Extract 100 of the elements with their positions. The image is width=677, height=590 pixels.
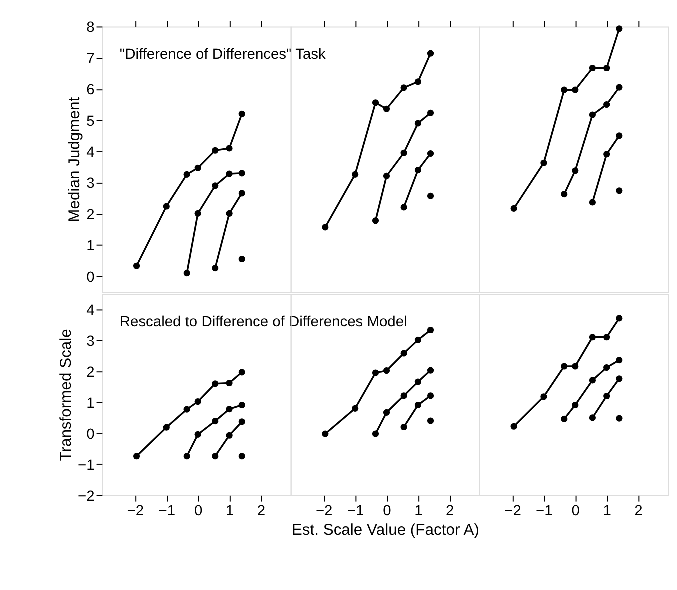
point	[414, 167, 422, 174]
point	[383, 106, 390, 112]
point	[226, 432, 233, 439]
point	[194, 398, 202, 406]
point	[352, 405, 359, 412]
point	[400, 150, 408, 156]
point	[604, 364, 610, 372]
point	[184, 453, 190, 460]
y-tick-label: 4	[86, 302, 95, 319]
point	[212, 265, 219, 272]
point	[414, 402, 422, 409]
y-tick-label: −2	[78, 488, 95, 505]
point	[427, 150, 434, 158]
x-tick-label: −2	[504, 504, 522, 520]
point	[414, 336, 422, 344]
point	[604, 64, 610, 72]
point	[212, 380, 219, 388]
y-tick-label: 0	[86, 270, 95, 286]
point	[616, 26, 623, 32]
point	[372, 100, 380, 106]
point	[184, 270, 190, 277]
y-tick-label: 5	[86, 114, 95, 130]
point	[572, 402, 579, 409]
point	[400, 424, 408, 431]
point	[414, 378, 422, 386]
point	[212, 147, 219, 154]
point	[616, 376, 623, 382]
point	[589, 64, 596, 72]
point	[194, 431, 202, 438]
y-tick-label: −1	[78, 458, 95, 474]
point	[604, 392, 610, 400]
y-axis-title: Transformed Scale	[58, 328, 76, 462]
point	[212, 418, 219, 425]
y-tick-label: 3	[86, 334, 95, 350]
point	[561, 416, 568, 422]
annotation: Rescaled to Difference of Differences Model	[120, 314, 408, 330]
y-tick-label: 2	[86, 207, 95, 224]
point	[238, 418, 246, 426]
point	[212, 453, 219, 460]
x-tick-label: −1	[158, 504, 176, 520]
point	[400, 204, 408, 211]
x-tick-label: −2	[127, 504, 144, 520]
point	[133, 262, 140, 270]
point	[184, 171, 190, 178]
point	[238, 453, 246, 460]
x-axis-title: Est. Scale Value (Factor A)	[292, 522, 480, 540]
x-tick-label: 1	[226, 504, 234, 520]
x-tick-label: 1	[414, 504, 423, 520]
point	[510, 205, 518, 212]
annotation: "Difference of Differences" Task	[120, 47, 326, 64]
point	[238, 256, 246, 263]
point	[383, 172, 390, 180]
point	[540, 160, 548, 166]
x-tick-label: −2	[316, 504, 333, 520]
point	[238, 110, 246, 118]
point	[322, 430, 329, 438]
x-tick-label: 0	[194, 504, 203, 520]
point	[226, 380, 233, 387]
point	[194, 210, 202, 217]
point	[163, 203, 170, 210]
point	[383, 368, 390, 374]
y-tick-label: 0	[86, 426, 95, 443]
point	[510, 423, 518, 430]
point	[427, 367, 434, 374]
point	[604, 334, 610, 341]
point	[383, 409, 390, 416]
point	[226, 145, 233, 152]
point	[414, 120, 422, 127]
point	[616, 84, 623, 91]
point	[427, 418, 434, 424]
point	[238, 402, 246, 409]
point	[616, 357, 623, 364]
point	[226, 406, 233, 413]
point	[572, 363, 579, 370]
point	[604, 151, 610, 158]
y-tick-label: 2	[86, 364, 95, 381]
y-tick-label: 8	[86, 20, 95, 36]
point	[194, 164, 202, 172]
point	[184, 406, 190, 413]
point	[616, 315, 623, 322]
x-tick-label: 0	[383, 504, 392, 520]
point	[616, 415, 623, 422]
point	[400, 84, 408, 92]
point	[572, 86, 579, 94]
point	[589, 334, 596, 341]
point	[238, 369, 246, 376]
point	[427, 326, 434, 334]
y-tick-label: 6	[86, 82, 95, 99]
point	[572, 168, 579, 174]
point	[372, 430, 380, 438]
point	[400, 392, 408, 400]
point	[322, 224, 329, 231]
point	[400, 350, 408, 357]
point	[212, 182, 219, 190]
point	[561, 86, 568, 94]
y-tick-label: 1	[86, 396, 95, 412]
point	[589, 199, 596, 206]
x-tick-label: −1	[536, 504, 553, 520]
point	[589, 377, 596, 384]
point	[427, 110, 434, 116]
